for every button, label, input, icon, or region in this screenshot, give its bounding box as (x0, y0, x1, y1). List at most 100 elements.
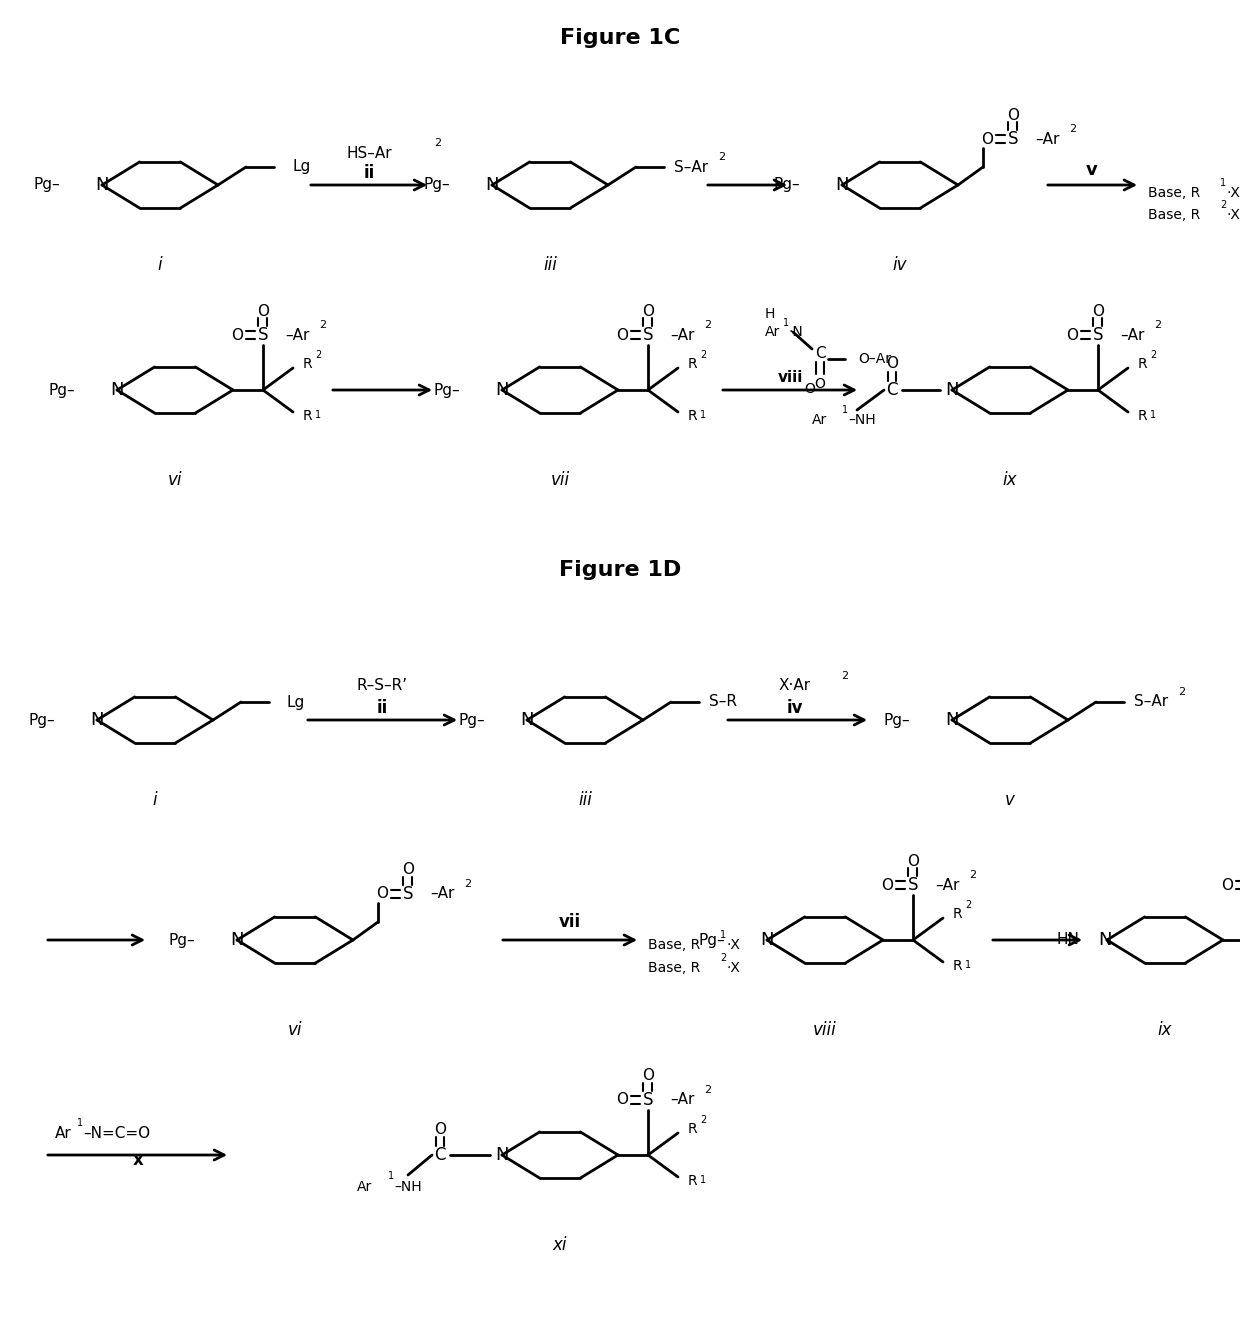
Text: 1: 1 (1220, 178, 1226, 188)
Text: S–Ar: S–Ar (675, 159, 708, 175)
Text: iii: iii (543, 256, 557, 274)
Text: Ar: Ar (812, 413, 827, 427)
Text: O: O (1221, 877, 1233, 893)
Text: 2: 2 (965, 900, 971, 910)
Text: R: R (688, 1174, 698, 1189)
Text: 2: 2 (319, 321, 326, 330)
Text: R: R (1138, 409, 1148, 423)
Text: iv: iv (786, 700, 804, 717)
Text: Base, R: Base, R (1148, 208, 1200, 223)
Text: –Ar: –Ar (1120, 327, 1145, 342)
Text: O: O (1066, 327, 1078, 342)
Text: 2: 2 (1220, 200, 1226, 209)
Text: Lg: Lg (286, 694, 305, 709)
Text: vii: vii (551, 470, 569, 489)
Text: xi: xi (553, 1236, 567, 1253)
Text: N: N (495, 1146, 508, 1163)
Text: ii: ii (377, 700, 388, 717)
Text: O: O (616, 1093, 627, 1108)
Text: Base, R: Base, R (649, 961, 701, 975)
Text: R: R (688, 356, 698, 371)
Text: Pg–: Pg– (423, 178, 450, 192)
Text: 2: 2 (315, 350, 321, 360)
Text: Lg: Lg (291, 159, 310, 175)
Text: Pg–: Pg– (29, 713, 55, 727)
Text: O: O (1007, 107, 1019, 122)
Text: ·X: ·X (725, 961, 740, 975)
Text: Ar: Ar (55, 1125, 72, 1141)
Text: iv: iv (893, 256, 908, 274)
Text: Pg–: Pg– (48, 383, 74, 397)
Text: 2: 2 (1149, 350, 1156, 360)
Text: 2: 2 (464, 878, 471, 889)
Text: O: O (805, 382, 816, 396)
Text: vi: vi (288, 1022, 303, 1039)
Text: 1: 1 (842, 405, 848, 415)
Text: S: S (908, 876, 919, 894)
Text: x: x (133, 1151, 144, 1169)
Text: Ar: Ar (357, 1181, 372, 1194)
Text: –Ar: –Ar (670, 327, 694, 342)
Text: R: R (688, 1122, 698, 1136)
Text: S: S (403, 885, 413, 904)
Text: S: S (642, 326, 653, 344)
Text: H: H (765, 307, 775, 321)
Text: –Ar: –Ar (285, 327, 309, 342)
Text: Pg–: Pg– (459, 713, 485, 727)
Text: N: N (1099, 931, 1112, 949)
Text: Pg–: Pg– (698, 933, 725, 947)
Text: C: C (887, 382, 898, 399)
Text: N: N (110, 382, 124, 399)
Text: 2: 2 (841, 670, 848, 681)
Text: R: R (1138, 356, 1148, 371)
Text: 1: 1 (782, 318, 789, 329)
Text: 1: 1 (720, 930, 727, 939)
Text: Base, R: Base, R (649, 938, 701, 951)
Text: 1: 1 (77, 1118, 83, 1128)
Text: N: N (495, 382, 508, 399)
Text: N: N (760, 931, 774, 949)
Text: O: O (1092, 303, 1104, 318)
Text: Figure 1D: Figure 1D (559, 560, 681, 580)
Text: S: S (1092, 326, 1104, 344)
Text: N: N (836, 176, 848, 193)
Text: ·X: ·X (1226, 208, 1240, 223)
Text: i: i (157, 256, 162, 274)
Text: R: R (303, 356, 312, 371)
Text: vii: vii (559, 913, 582, 931)
Text: R: R (303, 409, 312, 423)
Text: O: O (887, 356, 898, 371)
Text: 1: 1 (965, 961, 971, 970)
Text: O: O (231, 327, 243, 342)
Text: iii: iii (578, 791, 591, 810)
Text: O: O (434, 1121, 446, 1137)
Text: Figure 1C: Figure 1C (560, 28, 680, 48)
Text: 2: 2 (1069, 125, 1076, 134)
Text: O: O (642, 303, 653, 318)
Text: N: N (521, 712, 533, 729)
Text: v: v (1086, 162, 1097, 179)
Text: O: O (616, 327, 627, 342)
Text: 2: 2 (704, 321, 711, 330)
Text: Ar: Ar (765, 325, 780, 339)
Text: O: O (402, 863, 414, 877)
Text: O: O (906, 853, 919, 868)
Text: ·N: ·N (789, 325, 804, 339)
Text: i: i (153, 791, 157, 810)
Text: ix: ix (1003, 470, 1017, 489)
Text: O: O (880, 877, 893, 893)
Text: –N=C=O: –N=C=O (83, 1125, 150, 1141)
Text: Pg–: Pg– (774, 178, 800, 192)
Text: C: C (434, 1146, 445, 1163)
Text: HS–Ar: HS–Ar (346, 146, 392, 160)
Text: –Ar: –Ar (1035, 131, 1059, 147)
Text: 1: 1 (388, 1171, 394, 1181)
Text: Pg–: Pg– (433, 383, 460, 397)
Text: –NH: –NH (394, 1181, 422, 1194)
Text: ix: ix (1158, 1022, 1172, 1039)
Text: R: R (688, 409, 698, 423)
Text: Base, R: Base, R (1148, 186, 1200, 200)
Text: X·Ar: X·Ar (779, 678, 811, 693)
Text: S: S (642, 1090, 653, 1109)
Text: 2: 2 (434, 138, 441, 148)
